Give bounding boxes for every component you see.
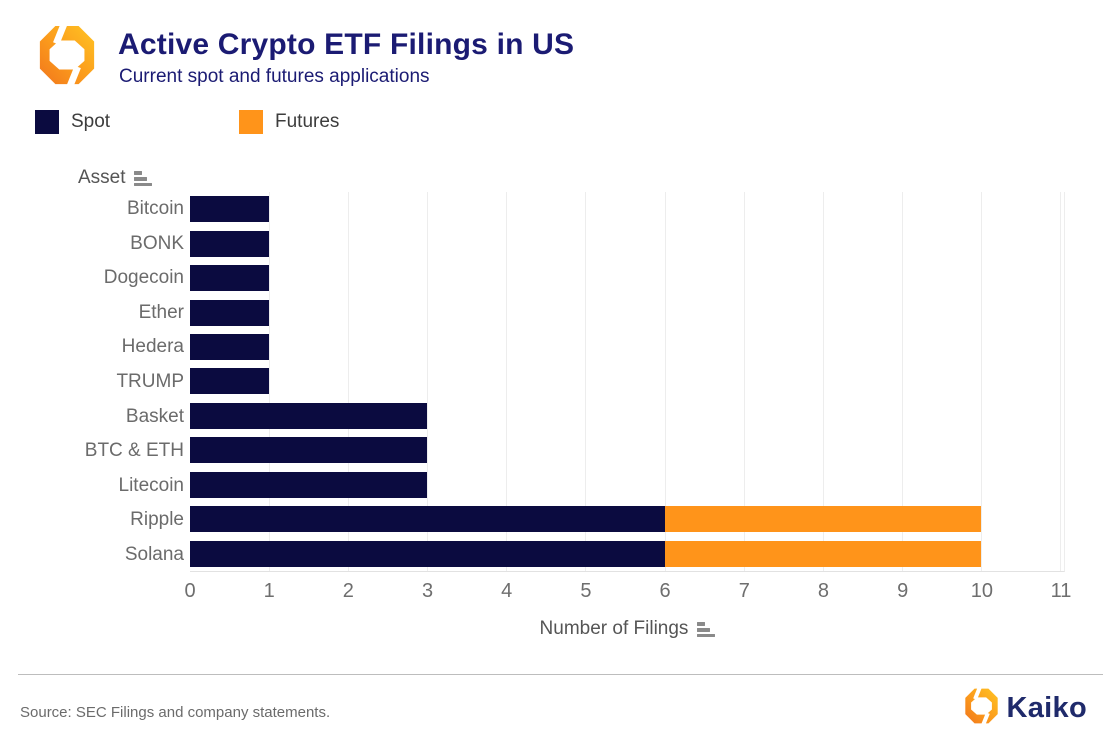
gridline [901, 192, 903, 571]
brand-name: Kaiko [1006, 692, 1087, 724]
page-title: Active Crypto ETF Filings in US [118, 28, 575, 61]
gridline [1060, 192, 1062, 571]
category-label: TRUMP [116, 371, 184, 392]
category-label: BONK [130, 232, 184, 254]
bar-segment-spot [190, 230, 270, 257]
x-tick-label: 1 [263, 580, 275, 602]
bar-segment-spot [190, 334, 270, 361]
bar-stack [190, 402, 1064, 429]
x-tick-label: 3 [421, 580, 434, 602]
bar-segment-spot [190, 368, 270, 395]
bar-row [190, 399, 1064, 433]
gridline [269, 192, 271, 571]
gridline [743, 192, 745, 571]
category-label: Ether [138, 301, 184, 323]
bar-stack [190, 265, 1064, 292]
bar-segment-spot [190, 506, 665, 533]
kaiko-logo-icon [963, 684, 1000, 731]
bar-row [190, 295, 1064, 329]
y-axis-title: Asset [78, 167, 126, 188]
x-ticks: 0 1 2 3 4 5 6 7 8 9 10 11 [184, 580, 1071, 604]
bar-stack [190, 196, 1064, 223]
category-label: BTC & ETH [84, 440, 184, 462]
footer-divider [18, 674, 1103, 675]
y-axis-header: Asset [78, 167, 152, 189]
category-label: Litecoin [118, 474, 185, 496]
bar-stack [190, 437, 1064, 464]
gridline [980, 192, 982, 571]
gridline [585, 192, 587, 571]
bar-segment-futures [664, 540, 981, 567]
x-axis-header: Number of Filings [190, 618, 1065, 640]
sort-icon [133, 170, 152, 186]
bar-segment-spot [190, 196, 270, 223]
kaiko-logo-icon [36, 18, 98, 93]
bar-segment-futures [664, 506, 981, 533]
x-tick-label: 5 [580, 580, 592, 602]
x-tick-label: 7 [738, 580, 750, 602]
sort-icon [697, 621, 716, 637]
bar-chart: Bitcoin BONK Dogecoin Ether Hedera TRUMP Baske… [0, 192, 1120, 572]
bar-stack [190, 334, 1064, 361]
x-tick-label: 2 [342, 580, 354, 602]
legend-swatch [35, 110, 59, 134]
x-axis-title: Number of Filings [539, 618, 689, 639]
bar-segment-spot [190, 299, 270, 326]
bar-row [190, 468, 1064, 502]
x-tick-label: 9 [897, 580, 909, 602]
bar-stack [190, 506, 1064, 533]
legend-label: Futures [275, 111, 340, 132]
bar-segment-spot [190, 471, 428, 498]
bar-segment-spot [190, 265, 270, 292]
plot-area [190, 192, 1065, 572]
gridline [506, 192, 508, 571]
bar-rows [190, 192, 1064, 571]
x-tick-label: 0 [184, 580, 196, 602]
bar-row [190, 226, 1064, 260]
gridlines [190, 192, 1064, 571]
bar-row [190, 364, 1064, 398]
bar-stack [190, 230, 1064, 257]
bar-stack [190, 299, 1064, 326]
brand-footer: Kaiko [963, 684, 1087, 731]
gridline [348, 192, 350, 571]
category-labels: Bitcoin BONK Dogecoin Ether Hedera TRUMP Baske… [0, 192, 184, 572]
bar-row [190, 192, 1064, 226]
bar-segment-spot [190, 437, 428, 464]
bar-stack [190, 540, 1064, 567]
legend-label: Spot [71, 111, 111, 132]
x-tick-label: 11 [1050, 580, 1072, 602]
bar-segment-spot [190, 540, 665, 567]
x-tick-label: 10 [970, 580, 993, 602]
gridline [664, 192, 666, 571]
bar-row [190, 261, 1064, 295]
legend-swatch [239, 110, 263, 134]
legend-item: Futures [239, 110, 339, 134]
bar-row [190, 433, 1064, 467]
bar-row [190, 502, 1064, 536]
bar-stack [190, 368, 1064, 395]
source-note: Source: SEC Filings and company statemen… [20, 704, 331, 721]
category-label: Bitcoin [126, 198, 184, 220]
gridline [427, 192, 429, 571]
bar-row [190, 330, 1064, 364]
x-tick-label: 4 [501, 580, 513, 602]
bar-row [190, 537, 1064, 571]
x-tick-label: 8 [817, 580, 830, 602]
x-tick-label: 6 [659, 580, 671, 602]
category-label: Solana [124, 543, 184, 565]
category-label: Basket [125, 405, 184, 427]
legend-item: Spot [35, 110, 239, 134]
legend: Spot Futures [35, 110, 339, 134]
category-label: Hedera [121, 336, 184, 358]
category-label: Dogecoin [103, 267, 184, 289]
gridline [822, 192, 824, 571]
category-label: Ripple [130, 509, 184, 531]
page-subtitle: Current spot and futures applications [119, 66, 430, 87]
bar-stack [190, 471, 1064, 498]
bar-segment-spot [190, 402, 428, 429]
